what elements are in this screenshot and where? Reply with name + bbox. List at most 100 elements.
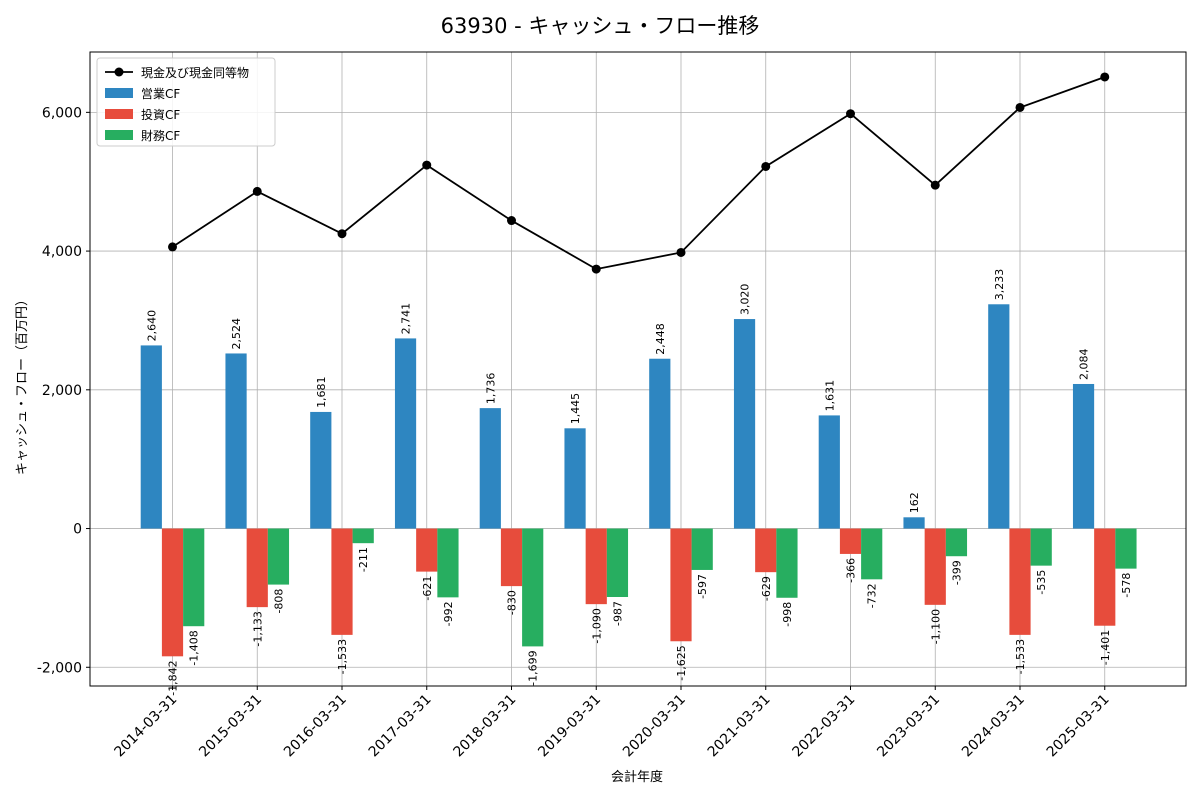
cash-point [761,161,771,171]
bar-investing [670,528,692,642]
y-tick-label: 0 [73,522,82,538]
x-axis-label: 会計年度 [611,769,663,785]
bar-value-label: -1,408 [188,630,201,665]
bar-value-label: -578 [1120,573,1133,598]
bar-operating [1072,383,1095,529]
bar-value-label: -629 [760,576,773,601]
x-tick-label: 2018-03-31 [450,692,519,761]
bar-value-label: -992 [442,601,455,626]
bar-operating [140,345,162,529]
bar-value-label: -1,533 [1014,639,1027,674]
bar-investing [331,528,353,635]
x-tick-label: 2023-03-31 [874,692,943,761]
bar-value-label: 2,084 [1078,348,1091,380]
x-tick-label: 2025-03-31 [1044,692,1113,761]
bar-financing [522,528,544,647]
bar-value-label: -597 [696,574,709,599]
x-tick-label: 2024-03-31 [959,692,1028,761]
cash-point [591,264,601,274]
bar-operating [733,319,756,529]
bar-investing [500,528,523,587]
bar-investing [161,528,184,657]
legend-entry: 投資CF [141,107,180,122]
bar-investing [585,528,607,605]
cash-point [930,180,940,190]
bar-operating [310,411,332,529]
legend-box [96,57,276,147]
bar-value-label: -1,133 [251,611,264,646]
bar-value-label: -1,533 [336,639,349,674]
bar-investing [755,528,777,573]
y-tick-label: 4,000 [42,244,82,260]
bar-value-label: 2,524 [230,318,243,350]
y-tick-label: -2,000 [37,660,82,676]
bar-value-label: -1,625 [675,645,688,680]
x-tick-label: 2021-03-31 [705,692,774,761]
bar-value-label: -1,842 [167,660,180,695]
bar-value-label: 1,445 [569,393,582,425]
bar-value-label: -1,699 [527,650,540,685]
cash-line-path [172,76,1106,271]
legend-swatch [105,88,133,98]
x-tick-label: 2014-03-31 [111,692,180,761]
bar-operating [394,338,417,529]
plot-frame [89,51,1187,687]
cash-point [168,242,177,252]
legend-entry: 営業CF [141,87,180,101]
bar-value-label: 3,020 [739,284,752,316]
bar-investing [924,528,946,605]
legend-swatch [105,109,133,119]
cash-point [846,109,855,119]
bar-investing [1094,528,1116,626]
bar-financing [945,528,968,557]
bar-investing [246,528,268,608]
bar-operating [988,304,1010,529]
bar-financing [1030,528,1052,566]
cash-point [507,216,516,226]
bar-investing [416,528,438,572]
bar-value-label: 3,233 [993,269,1006,301]
bar-financing [183,528,205,627]
bar-financing [437,528,459,598]
bar-financing [352,528,374,544]
bar-value-label: -1,401 [1099,630,1112,665]
bar-value-label: 2,640 [145,310,158,342]
bar-financing [861,528,883,580]
bar-investing [839,528,862,554]
chart-title: 63930 - キャッシュ・フロー推移 [441,14,760,38]
bar-financing [606,528,629,598]
bar-value-label: -998 [781,602,794,627]
cash-point [252,186,262,196]
bar-operating [564,428,586,529]
bar-value-label: 1,681 [315,376,328,408]
bar-value-label: -830 [506,590,519,615]
bar-financing [1115,528,1137,569]
cash-point [337,229,347,239]
x-tick-label: 2022-03-31 [789,692,858,761]
bar-value-label: -399 [950,560,963,585]
bars [140,304,1137,657]
x-tick-label: 2016-03-31 [281,692,350,761]
bar-operating [649,358,671,529]
cash-line [168,72,1110,274]
bar-value-label: -808 [272,589,285,614]
bar-financing [267,528,290,585]
y-axis-label: キャッシュ・フロー（百万円） [15,293,30,475]
bar-value-label: -1,100 [929,609,942,644]
bar-value-label: 162 [908,492,921,513]
bar-value-label: 2,741 [400,303,413,335]
cash-point [676,247,686,257]
bar-operating [225,353,247,529]
x-tick-label: 2019-03-31 [535,692,604,761]
y-tick-label: 2,000 [42,383,82,399]
bar-value-label: 1,736 [484,373,497,405]
bar-value-label: -366 [845,558,858,583]
bar-value-label: -211 [357,547,370,572]
bar-value-label: -535 [1035,570,1048,595]
bar-value-label: -732 [866,583,879,608]
bar-value-label: -621 [421,576,434,601]
cash-point [1100,72,1110,82]
x-tick-label: 2017-03-31 [366,692,435,761]
bar-financing [691,528,713,570]
